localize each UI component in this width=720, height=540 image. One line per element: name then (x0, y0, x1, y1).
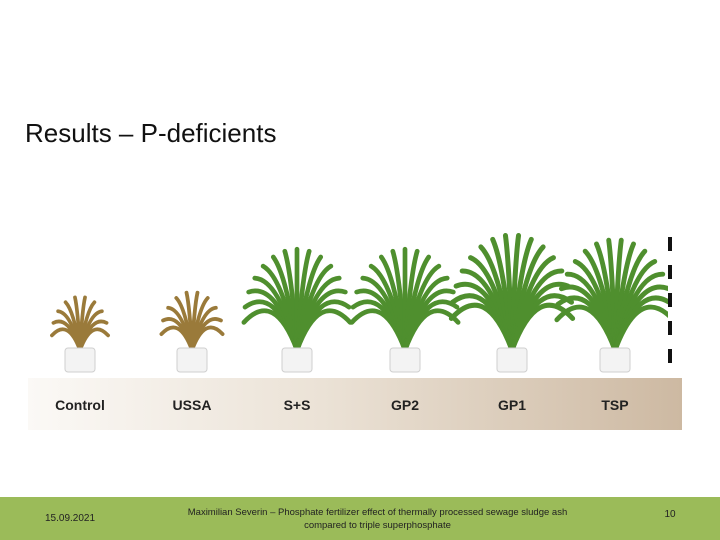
footer-bar (0, 497, 720, 540)
plant-pot (64, 347, 96, 373)
footer-author-line-2: compared to triple superphosphate (304, 520, 451, 531)
plant-pot (389, 347, 421, 373)
page-number: 10 (664, 509, 676, 520)
plant-label-tsp: TSP (601, 397, 629, 413)
plant-label-s-s: S+S (283, 397, 311, 413)
footer-author-line-1: Maximilian Severin – Phosphate fertilize… (187, 507, 568, 518)
plant-tsp (554, 237, 668, 373)
footer-date: 15.09.2021 (45, 513, 96, 524)
plant-gp1 (448, 232, 576, 373)
footer-author-line: Maximilian Severin – Phosphate fertilize… (150, 506, 605, 532)
plant-pot (599, 347, 631, 373)
plant-pot (496, 347, 528, 373)
plant-photo (50, 232, 668, 373)
slide-title: Results – P-deficients (25, 118, 277, 148)
plant-label-band (28, 378, 682, 430)
plant-label-control: Control (55, 397, 105, 413)
plant-pot (281, 347, 313, 373)
plant-label-gp1: GP1 (497, 397, 526, 413)
plant-ussa (159, 290, 225, 373)
scale-bar (667, 235, 683, 375)
plant-control (50, 295, 110, 373)
plant-label-gp2: GP2 (390, 397, 419, 413)
plant-s-s (241, 246, 353, 373)
plant-pot (176, 347, 208, 373)
plant-gp2 (349, 246, 461, 373)
plant-label-ussa: USSA (172, 397, 212, 413)
